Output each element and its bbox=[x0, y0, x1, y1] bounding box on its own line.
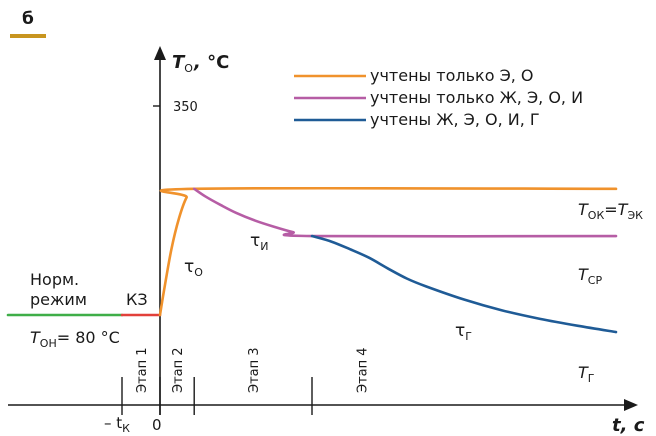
annot-tok-tek: TОК=TЭК bbox=[578, 200, 643, 222]
stage-label: Этап 4 bbox=[355, 347, 370, 393]
y-axis-label: TО, °С bbox=[172, 52, 229, 75]
x-tick-label-zero: 0 bbox=[152, 416, 162, 434]
legend-label-blue: учтены Ж, Э, О, И, Г bbox=[370, 110, 540, 129]
annot-tau-o: τО bbox=[184, 257, 203, 279]
series-layer bbox=[6, 186, 618, 334]
stage-ticks bbox=[121, 377, 313, 415]
y-tick-label-350: 350 bbox=[173, 100, 198, 115]
x-axis-label: t, с bbox=[612, 415, 645, 436]
stage-label: Этап 3 bbox=[247, 347, 262, 393]
y-axis-arrow bbox=[154, 46, 166, 60]
annot-tau-i: τИ bbox=[250, 231, 268, 253]
stage-labels: Этап 1 Этап 2 Этап 3 Этап 4 bbox=[135, 347, 370, 393]
series-line-blue bbox=[310, 234, 618, 334]
legend-label-purple: учтены только Ж, Э, О, И bbox=[370, 88, 583, 107]
annot-kz: КЗ bbox=[126, 290, 148, 309]
annot-norm-line2: режим bbox=[30, 290, 87, 309]
stage-label: Этап 2 bbox=[171, 347, 186, 393]
annot-norm-line1: Норм. bbox=[30, 270, 79, 289]
panel-letter: б bbox=[22, 9, 34, 29]
panel-letter-bar bbox=[10, 34, 46, 38]
annot-tg: TГ bbox=[578, 363, 595, 385]
annot-tcp: TСР bbox=[578, 265, 602, 287]
x-tick-label-minus-tk: – tК bbox=[104, 414, 130, 435]
annot-tau-g: τГ bbox=[455, 321, 472, 343]
stage-label: Этап 1 bbox=[135, 347, 150, 393]
legend: учтены только Э, О учтены только Ж, Э, О… bbox=[294, 66, 583, 129]
axes bbox=[8, 46, 638, 415]
legend-label-orange: учтены только Э, О bbox=[370, 66, 534, 85]
x-axis-arrow bbox=[624, 399, 638, 411]
series-line-purple bbox=[192, 187, 618, 238]
series-line-orange bbox=[158, 186, 618, 317]
annot-ton: TОН= 80 °С bbox=[30, 328, 120, 350]
